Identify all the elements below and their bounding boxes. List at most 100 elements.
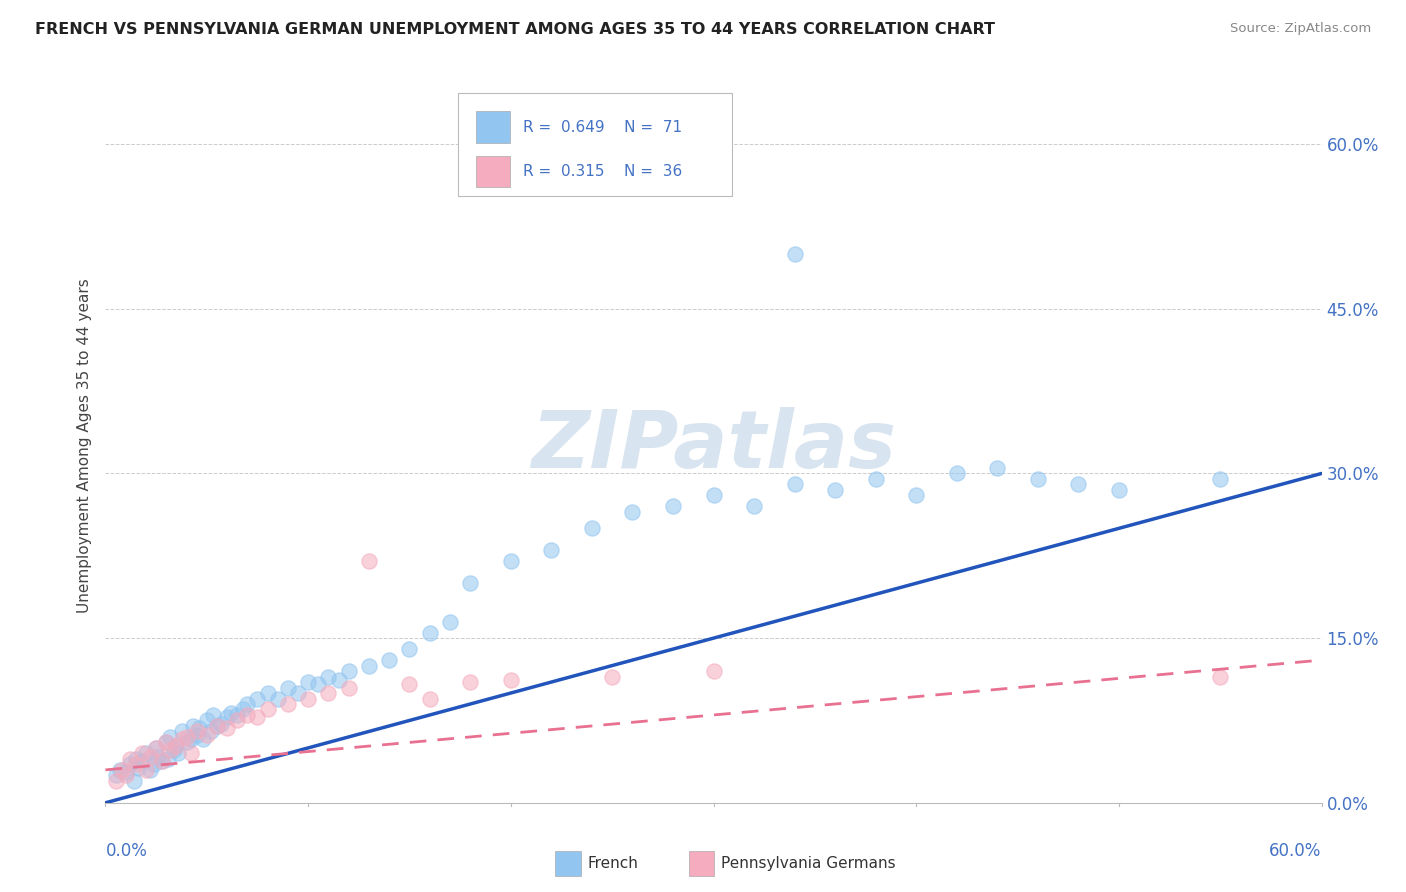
Point: [783, 477, 806, 491]
Point: [702, 488, 725, 502]
Point: [187, 721, 209, 735]
Point: [357, 554, 380, 568]
Point: [145, 740, 167, 755]
Point: [307, 677, 329, 691]
Point: [165, 739, 187, 753]
Point: [125, 752, 148, 766]
Point: [337, 681, 360, 695]
Point: [277, 681, 299, 695]
Point: [232, 702, 254, 716]
FancyBboxPatch shape: [458, 93, 731, 196]
Point: [165, 739, 187, 753]
Point: [181, 719, 204, 733]
Text: French: French: [588, 856, 638, 871]
Point: [621, 505, 644, 519]
Point: [167, 747, 190, 761]
Point: [209, 716, 232, 731]
Point: [200, 724, 222, 739]
Point: [150, 754, 173, 768]
Point: [458, 576, 481, 591]
Point: [145, 740, 167, 755]
Point: [236, 708, 259, 723]
Y-axis label: Unemployment Among Ages 35 to 44 years: Unemployment Among Ages 35 to 44 years: [76, 278, 91, 614]
Point: [267, 691, 290, 706]
Point: [398, 677, 420, 691]
Text: Pennsylvania Germans: Pennsylvania Germans: [721, 856, 896, 871]
Point: [195, 714, 218, 728]
Point: [256, 702, 278, 716]
Point: [111, 763, 134, 777]
Point: [318, 669, 340, 683]
Point: [702, 664, 725, 678]
Point: [277, 697, 299, 711]
Point: [172, 724, 194, 739]
Point: [226, 714, 249, 728]
Point: [122, 773, 145, 788]
Point: [155, 735, 177, 749]
Point: [824, 483, 846, 497]
Point: [783, 247, 806, 261]
Point: [205, 719, 228, 733]
Point: [104, 773, 127, 788]
Text: 0.0%: 0.0%: [105, 842, 148, 860]
Point: [1209, 472, 1232, 486]
Point: [499, 673, 522, 687]
Point: [139, 763, 162, 777]
Point: [1026, 472, 1049, 486]
Point: [540, 543, 562, 558]
Point: [201, 708, 224, 723]
Point: [143, 757, 166, 772]
Point: [157, 752, 180, 766]
Point: [600, 669, 623, 683]
Text: FRENCH VS PENNSYLVANIA GERMAN UNEMPLOYMENT AMONG AGES 35 TO 44 YEARS CORRELATION: FRENCH VS PENNSYLVANIA GERMAN UNEMPLOYME…: [35, 22, 995, 37]
Point: [180, 732, 202, 747]
Point: [865, 472, 887, 486]
Point: [318, 686, 340, 700]
Point: [246, 691, 269, 706]
Point: [357, 658, 380, 673]
Point: [236, 697, 259, 711]
Point: [419, 691, 441, 706]
Point: [135, 763, 157, 777]
Text: R =  0.315    N =  36: R = 0.315 N = 36: [523, 164, 682, 179]
Point: [398, 642, 420, 657]
Point: [125, 757, 148, 772]
Point: [499, 554, 522, 568]
Point: [328, 673, 350, 687]
Point: [163, 743, 186, 757]
Point: [337, 664, 360, 678]
Point: [127, 761, 149, 775]
Point: [1209, 669, 1232, 683]
Bar: [477, 112, 510, 143]
Point: [135, 747, 157, 761]
Point: [1108, 483, 1130, 497]
Point: [186, 724, 208, 739]
Point: [150, 754, 173, 768]
Point: [118, 752, 141, 766]
Point: [419, 625, 441, 640]
Point: [104, 768, 127, 782]
Point: [287, 686, 309, 700]
Point: [217, 710, 239, 724]
Point: [662, 500, 685, 514]
Point: [146, 749, 169, 764]
Point: [246, 710, 269, 724]
Point: [195, 728, 218, 742]
Point: [176, 735, 198, 749]
Point: [172, 732, 194, 747]
Point: [256, 686, 278, 700]
Bar: [477, 156, 510, 187]
Point: [131, 747, 153, 761]
Point: [155, 735, 177, 749]
Point: [219, 706, 242, 720]
Point: [458, 675, 481, 690]
Point: [945, 467, 967, 481]
Point: [581, 521, 603, 535]
Point: [1067, 477, 1090, 491]
Point: [191, 732, 214, 747]
Point: [205, 719, 228, 733]
Point: [131, 754, 153, 768]
Point: [108, 763, 131, 777]
Point: [118, 757, 141, 772]
Point: [226, 708, 249, 723]
